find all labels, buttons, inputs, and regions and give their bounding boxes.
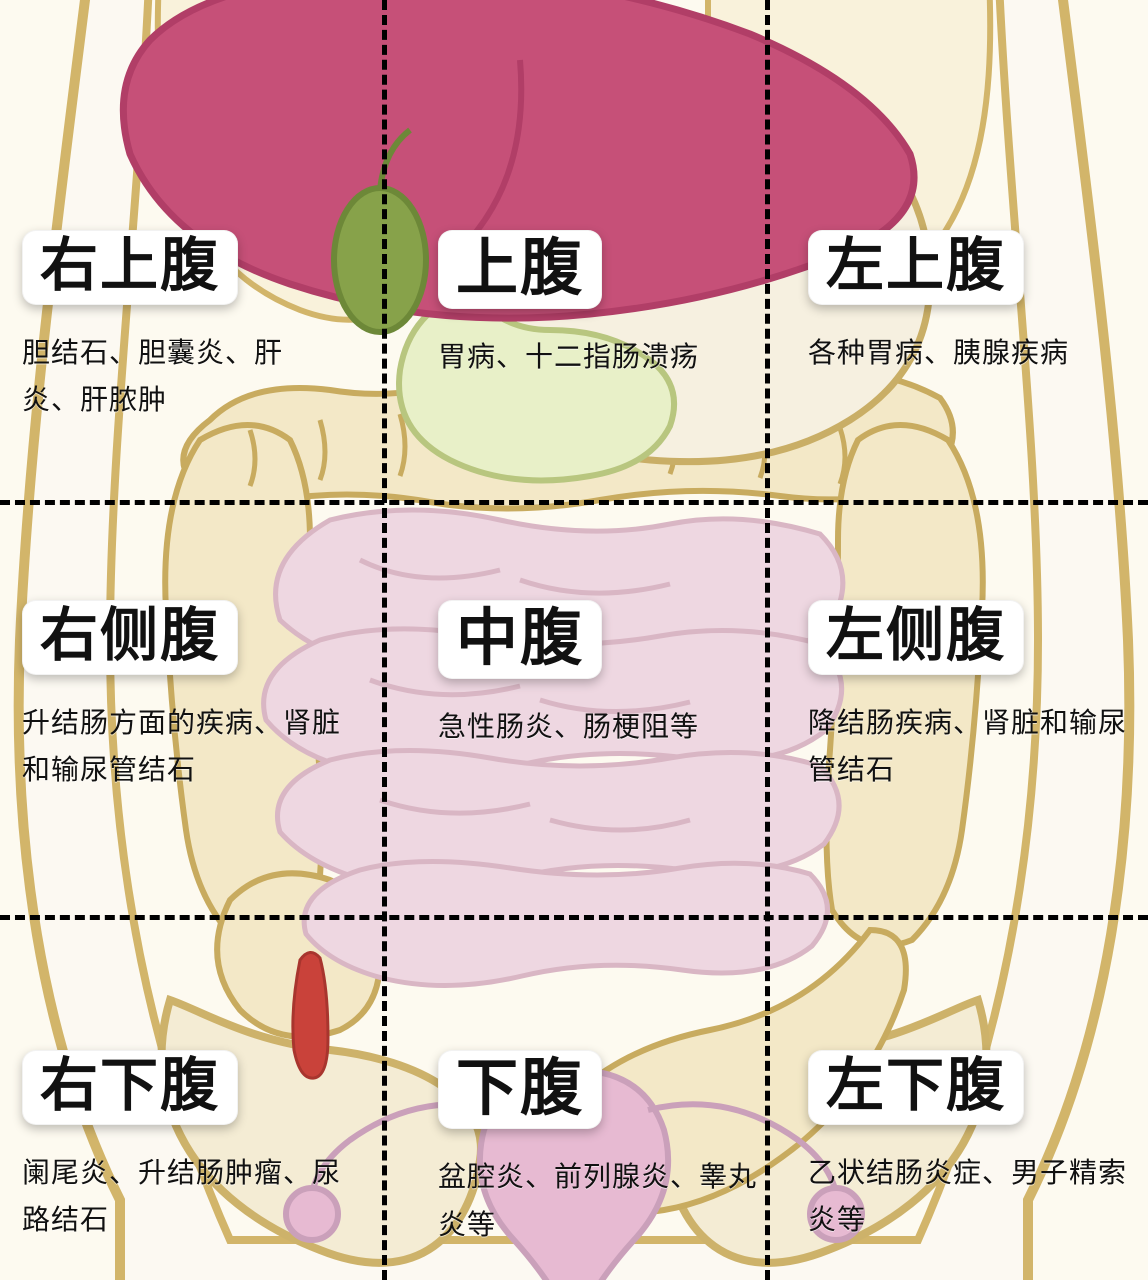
abdomen-diagram: 右上腹胆结石、胆囊炎、肝炎、肝脓肿上腹胃病、十二指肠溃疡左上腹各种胃病、胰腺疾病… <box>0 0 1148 1280</box>
region-desc: 阑尾炎、升结肠肿瘤、尿路结石 <box>22 1149 352 1244</box>
region-title: 右侧腹 <box>22 600 238 675</box>
region-title: 左下腹 <box>808 1050 1024 1125</box>
region-r0c2: 左上腹各种胃病、胰腺疾病 <box>808 230 1128 376</box>
region-r2c0: 右下腹阑尾炎、升结肠肿瘤、尿路结石 <box>22 1050 352 1244</box>
region-title: 左侧腹 <box>808 600 1024 675</box>
region-desc: 急性肠炎、肠梗阻等 <box>438 703 758 751</box>
region-r2c2: 左下腹乙状结肠炎症、男子精索炎等 <box>808 1050 1138 1244</box>
grid-v-1 <box>382 0 387 1280</box>
region-r0c1: 上腹胃病、十二指肠溃疡 <box>438 230 758 381</box>
region-r1c2: 左侧腹降结肠疾病、肾脏和输尿管结石 <box>808 600 1138 794</box>
grid-v-2 <box>765 0 770 1280</box>
region-desc: 各种胃病、胰腺疾病 <box>808 329 1128 377</box>
region-r1c1: 中腹急性肠炎、肠梗阻等 <box>438 600 758 751</box>
region-title: 右上腹 <box>22 230 238 305</box>
region-desc: 升结肠方面的疾病、肾脏和输尿管结石 <box>22 699 352 794</box>
region-r2c1: 下腹盆腔炎、前列腺炎、睾丸炎等 <box>438 1050 758 1248</box>
region-title: 下腹 <box>438 1050 602 1129</box>
region-desc: 降结肠疾病、肾脏和输尿管结石 <box>808 699 1138 794</box>
region-desc: 胃病、十二指肠溃疡 <box>438 333 758 381</box>
region-desc: 盆腔炎、前列腺炎、睾丸炎等 <box>438 1153 758 1248</box>
region-title: 中腹 <box>438 600 602 679</box>
region-title: 左上腹 <box>808 230 1024 305</box>
region-desc: 胆结石、胆囊炎、肝炎、肝脓肿 <box>22 329 322 424</box>
grid-h-2 <box>0 915 1148 920</box>
region-desc: 乙状结肠炎症、男子精索炎等 <box>808 1149 1138 1244</box>
region-title: 右下腹 <box>22 1050 238 1125</box>
region-title: 上腹 <box>438 230 602 309</box>
grid-h-1 <box>0 500 1148 505</box>
region-r1c0: 右侧腹升结肠方面的疾病、肾脏和输尿管结石 <box>22 600 352 794</box>
region-r0c0: 右上腹胆结石、胆囊炎、肝炎、肝脓肿 <box>22 230 322 424</box>
